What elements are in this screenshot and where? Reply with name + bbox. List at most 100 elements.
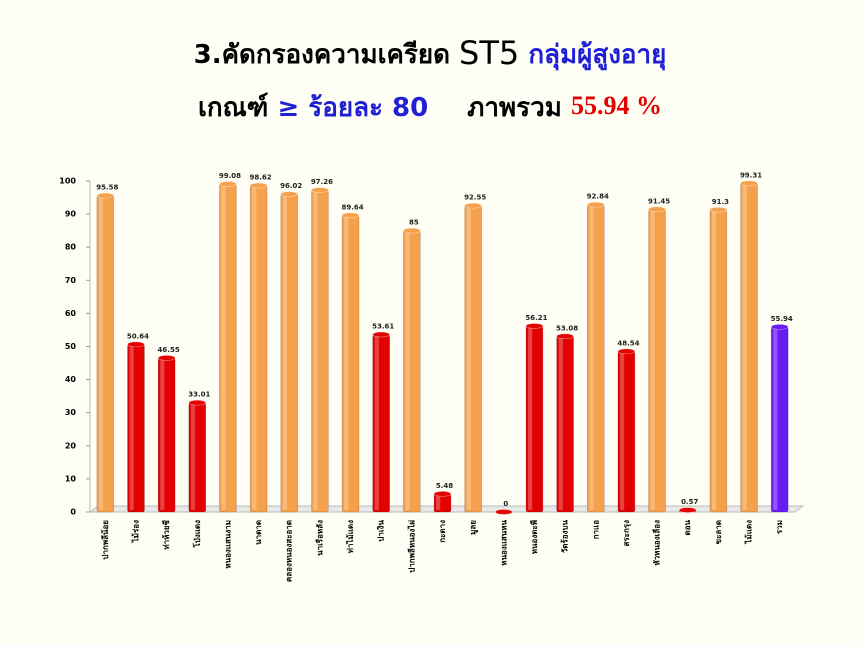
x-tick-label: หัวหนองเลือง [652, 520, 662, 566]
subtitle-part: ภาพรวม [467, 93, 562, 123]
x-tick-label: นาดาด [254, 520, 263, 545]
bar-highlight [650, 211, 655, 510]
value-label: 56.21 [525, 314, 547, 322]
chart-subtitle: เกณฑ์ ≥ ร้อยละ 80 ภาพรวม 55.94 % [198, 91, 662, 123]
value-label: 92.55 [464, 194, 486, 202]
x-tick-label: ปากพลีน้อย [100, 520, 110, 560]
bar-highlight [129, 346, 134, 510]
x-tick-label: ขะลาด [714, 520, 723, 544]
x-tick-label: สระกรุง [622, 520, 632, 547]
value-label: 53.08 [556, 324, 578, 332]
bar-top [678, 507, 697, 513]
bar-highlight [313, 192, 318, 510]
title-part: 3.คัดกรองความเครียด [194, 40, 450, 70]
bar-top [127, 341, 145, 348]
value-label: 96.02 [280, 182, 302, 190]
bar-highlight [558, 338, 563, 510]
value-label: 0.57 [681, 498, 698, 506]
bar-top [403, 227, 421, 234]
y-tick-label: 0 [70, 508, 76, 517]
bar-top [709, 206, 728, 213]
y-tick-label: 20 [65, 441, 77, 450]
value-label: 98.62 [250, 174, 272, 182]
bar-top [433, 491, 452, 497]
value-label: 89.64 [341, 203, 363, 211]
bar-top [648, 206, 666, 213]
bar-top [188, 399, 207, 406]
y-tick-label: 50 [65, 342, 77, 351]
y-tick-label: 90 [65, 210, 77, 219]
bar-highlight [589, 206, 594, 511]
value-label: 0 [503, 500, 508, 508]
x-tick-label: รวม [775, 520, 784, 534]
bar-top [740, 180, 758, 187]
x-tick-label: กะตาง [438, 520, 447, 543]
value-label: 50.64 [127, 332, 149, 340]
value-label: 91.45 [648, 197, 670, 205]
x-tick-label: ท่าไม้แดง [345, 520, 355, 553]
value-label: 33.01 [188, 391, 210, 399]
value-label: 46.55 [158, 346, 180, 354]
chart-title: 3.คัดกรองความเครียด ST5 กลุ่มผู้สูงอายุ [194, 34, 667, 72]
bar-highlight [221, 186, 226, 510]
y-tick-label: 40 [65, 375, 77, 384]
bar-top [249, 182, 268, 189]
bar-highlight [374, 336, 379, 510]
y-tick-label: 70 [65, 276, 77, 285]
bar-highlight [282, 196, 288, 510]
y-tick-label: 60 [65, 309, 77, 318]
bar-top [464, 202, 482, 209]
bar-top [96, 192, 115, 199]
value-label: 85 [409, 219, 419, 227]
value-label: 91.3 [712, 198, 729, 206]
value-label: 97.26 [311, 178, 333, 186]
bar-highlight [436, 495, 441, 510]
x-tick-label: ไม้แดง [744, 520, 754, 545]
bar-highlight [528, 327, 533, 510]
bar-top [157, 355, 176, 361]
title-part: ST5 [459, 34, 519, 72]
bar-highlight [773, 328, 778, 510]
y-tick-label: 30 [65, 408, 77, 417]
bar-top [219, 181, 237, 187]
subtitle-part: ≥ ร้อยละ 80 [277, 93, 428, 123]
bar-highlight [619, 353, 625, 510]
x-tick-label: ไม้ร่อง [130, 520, 140, 543]
subtitle-part: เกณฑ์ [198, 92, 268, 123]
value-label: 48.54 [617, 339, 639, 347]
x-tick-label: นาเรือหลัง [314, 520, 324, 556]
bar-top [770, 324, 789, 330]
x-tick-label: ดอน [683, 519, 692, 535]
x-tick-label: หนองแสนหน [499, 519, 508, 565]
bar-top [495, 509, 513, 515]
bar-top [525, 323, 544, 329]
x-tick-label: หนองแสนงาม [223, 520, 232, 569]
value-label: 53.61 [372, 323, 394, 331]
x-tick-label: ปาเงิน [377, 519, 386, 541]
x-tick-label: โป่งแดง [192, 520, 202, 549]
bar-top [311, 187, 329, 193]
bar-top [341, 212, 360, 219]
bar-highlight [405, 232, 410, 510]
value-label: 95.58 [96, 184, 118, 192]
x-tick-label: หนองตะพี [529, 520, 539, 554]
bar-highlight [190, 404, 196, 510]
x-tick-label: ปากพลีหนองไผ่ [406, 520, 416, 573]
x-tick-label: วัดร้องบน [560, 519, 570, 553]
x-tick-label: ท่าห้วยชี [161, 519, 171, 549]
bar-top [617, 348, 636, 355]
bar-highlight [466, 207, 471, 511]
bar-highlight [742, 185, 747, 510]
bar-top [556, 333, 574, 340]
bar-top [587, 201, 605, 208]
subtitle-part: 55.94 % [571, 91, 662, 120]
bar-highlight [252, 187, 257, 510]
x-tick-label: มูลย [469, 520, 479, 535]
x-tick-label: กาแอ [591, 520, 600, 539]
value-label: 92.84 [587, 193, 609, 201]
bar-top [280, 191, 298, 197]
bar-highlight [711, 211, 717, 510]
y-tick-label: 10 [65, 474, 77, 483]
x-tick-label: คลองหนองสะอาด [285, 520, 294, 582]
y-tick-label: 100 [59, 177, 76, 186]
